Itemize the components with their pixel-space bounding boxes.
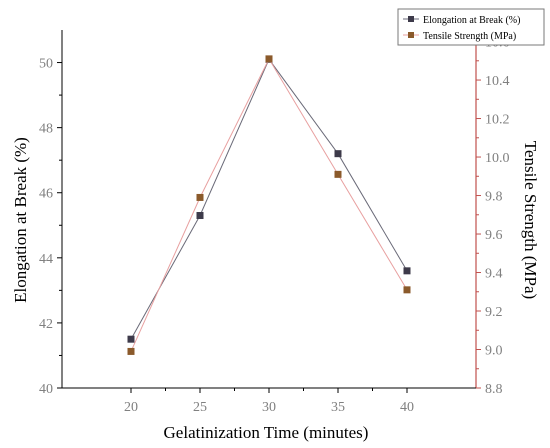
- x-axis-tick-label: 40: [400, 400, 414, 415]
- data-point-elongation: [334, 150, 342, 158]
- left-axis-title: Elongation at Break (%): [11, 137, 30, 303]
- left-axis: 40 42 44 46 48 50: [39, 30, 63, 397]
- left-axis-tick-label: 42: [39, 317, 53, 332]
- right-axis-tick-label: 8.8: [485, 382, 503, 397]
- data-point-tensile: [403, 286, 411, 294]
- right-axis-tick-label: 9.2: [485, 305, 503, 320]
- x-axis-tick-label: 35: [331, 400, 345, 415]
- right-axis-tick-label: 10.4: [485, 74, 510, 89]
- legend: Elongation at Break (%) Tensile Strength…: [397, 8, 545, 46]
- left-axis-tick-label: 48: [39, 122, 53, 137]
- data-point-tensile: [265, 55, 273, 63]
- legend-frame: [397, 8, 545, 46]
- right-axis-tick-label: 9.8: [485, 190, 503, 205]
- right-axis-tick-label: 9.4: [485, 267, 503, 282]
- right-axis-tick-label: 9.0: [485, 344, 503, 359]
- left-axis-tick-label: 44: [39, 252, 53, 267]
- data-point-elongation: [127, 335, 135, 343]
- right-axis-tick-label: 10.0: [485, 151, 510, 166]
- legend-marker-tensile: [408, 32, 414, 38]
- series-line-tensile: [130, 57, 408, 352]
- data-point-tensile: [196, 193, 204, 201]
- series-line-elongation: [130, 58, 408, 340]
- x-axis: 20 25 30 35 40: [62, 387, 476, 415]
- plot-area: [127, 55, 411, 355]
- data-point-tensile: [127, 347, 135, 355]
- x-axis-tick-label: 25: [193, 400, 207, 415]
- data-point-tensile: [334, 170, 342, 178]
- right-axis-title: Tensile Strength (MPa): [521, 141, 540, 299]
- left-axis-tick-label: 46: [39, 187, 53, 202]
- x-axis-tick-label: 20: [124, 400, 138, 415]
- x-axis-tick-label: 30: [262, 400, 276, 415]
- right-axis-tick-label: 10.2: [485, 113, 510, 128]
- data-point-elongation: [403, 267, 411, 275]
- left-axis-tick-label: 40: [39, 382, 53, 397]
- right-axis: 8.89.09.29.49.69.810.010.210.410.6: [475, 30, 510, 397]
- legend-marker-elongation: [408, 16, 414, 22]
- legend-label-elongation: Elongation at Break (%): [423, 15, 520, 26]
- legend-label-tensile: Tensile Strength (MPa): [423, 31, 516, 42]
- left-axis-tick-label: 50: [39, 57, 53, 72]
- x-axis-title: Gelatinization Time (minutes): [164, 423, 369, 442]
- data-point-elongation: [196, 212, 204, 220]
- right-axis-tick-label: 9.6: [485, 228, 503, 243]
